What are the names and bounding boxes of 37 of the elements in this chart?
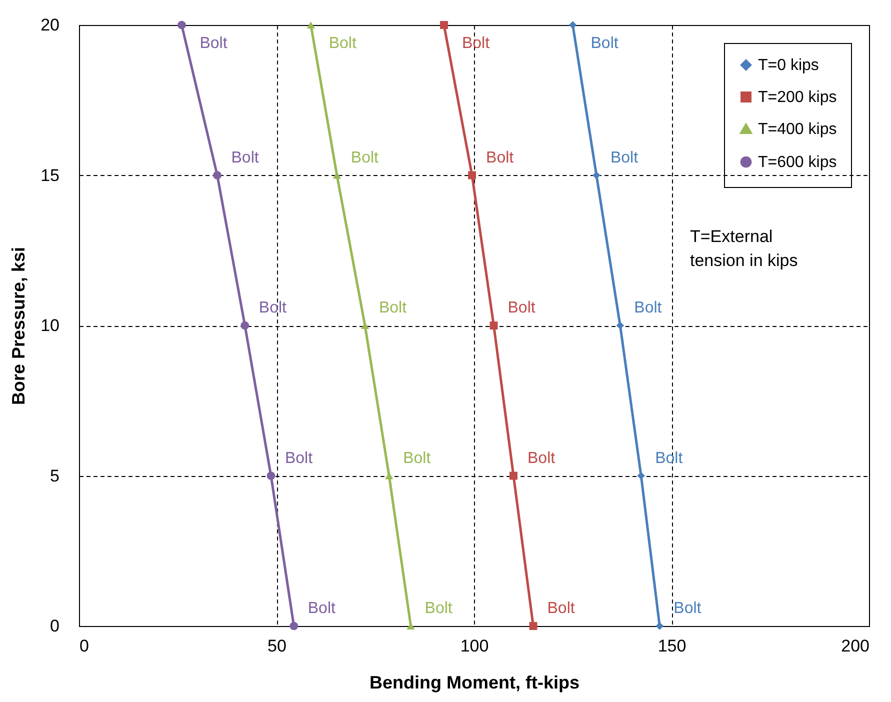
annotation: Bolt	[328, 35, 357, 52]
annotation: Bolt	[462, 35, 490, 52]
annotation: Bolt	[284, 450, 314, 467]
x-tick-label: 200	[841, 636, 870, 656]
annotation: T=External tension in kips	[690, 226, 799, 272]
annotation: Bolt	[350, 149, 380, 166]
annotation: Bolt	[231, 149, 260, 166]
annotation: Bolt	[258, 300, 288, 316]
annotation: Bolt	[528, 450, 556, 467]
y-tick-label: 20	[40, 16, 60, 34]
x-tick-label: 150	[658, 636, 686, 656]
legend-label: T=400 kips	[758, 121, 837, 138]
annotation: Bolt	[200, 35, 228, 52]
annotation: Bolt	[655, 450, 684, 467]
annotation: Bolt	[486, 149, 514, 166]
x-axis-title: Bending Moment, ft-kips	[370, 672, 580, 692]
x-tick-label: 0	[80, 636, 89, 656]
legend-label: T=0 kips	[758, 57, 819, 74]
y-tick-label: 15	[40, 166, 60, 185]
annotation: Bolt	[590, 35, 619, 52]
y-tick-label: 10	[40, 316, 60, 335]
annotation: Bolt	[308, 600, 336, 617]
annotation: Bolt	[547, 600, 576, 617]
y-tick-label: 5	[50, 466, 60, 486]
annotation: Bolt	[634, 300, 662, 316]
annotation: Bolt	[674, 600, 702, 617]
y-axis-title: Bore Pressure, ksi	[8, 246, 29, 406]
legend-label: T=600 kips	[758, 154, 837, 171]
annotation: Bolt	[508, 300, 536, 316]
legend-label: T=200 kips	[758, 89, 837, 106]
x-tick-label: 100	[460, 636, 489, 656]
x-tick-label: 50	[268, 636, 286, 656]
annotation: Bolt	[378, 300, 408, 316]
y-tick-label: 0	[50, 616, 60, 636]
annotation: Bolt	[403, 450, 432, 467]
annotation: Bolt	[424, 600, 453, 617]
annotation: Bolt	[610, 149, 639, 166]
